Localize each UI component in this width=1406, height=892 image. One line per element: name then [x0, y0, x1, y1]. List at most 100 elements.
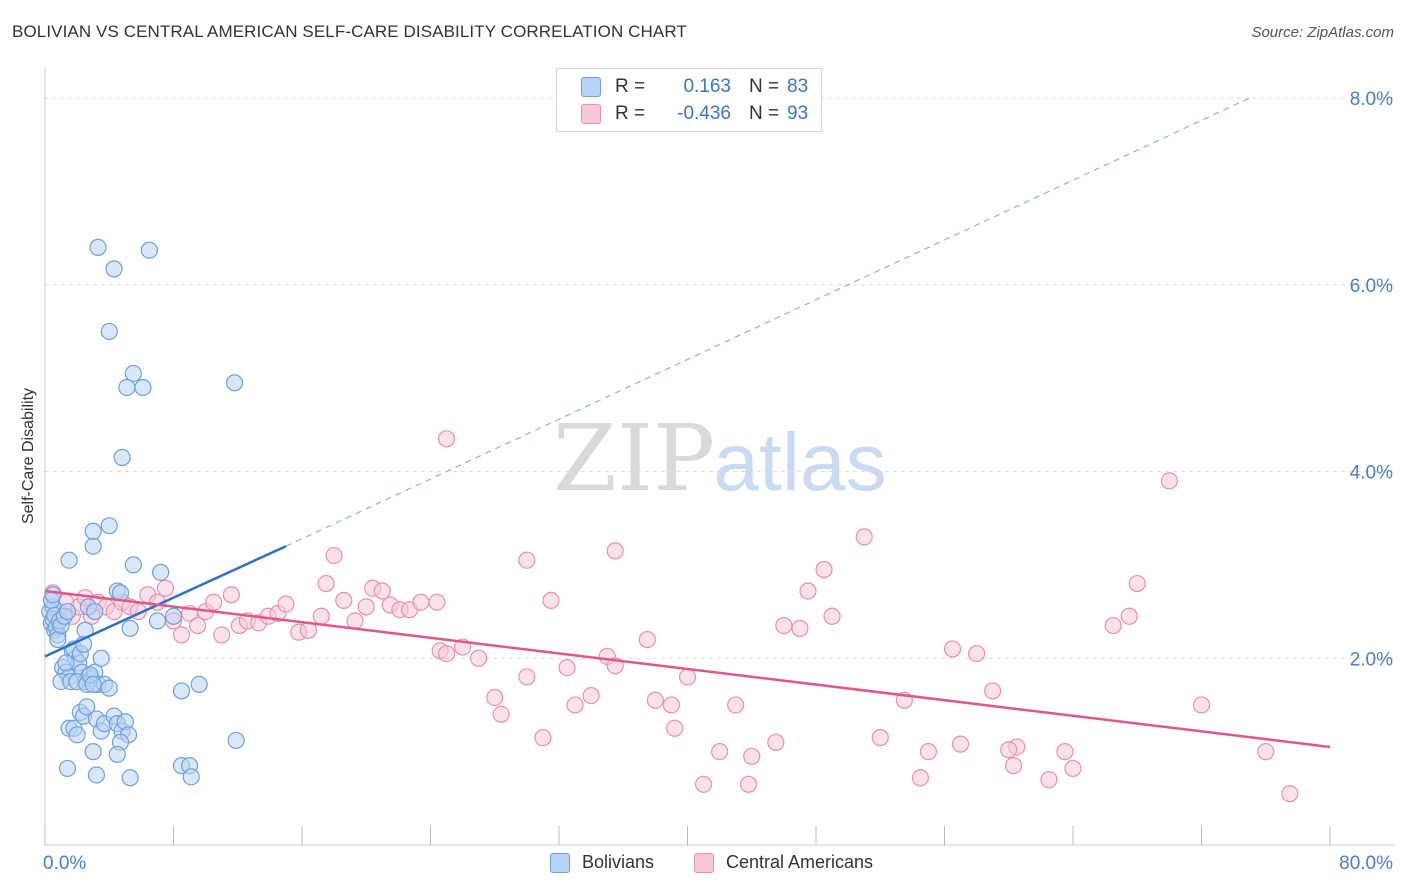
central-american-point [1104, 616, 1122, 635]
central-american-point [486, 688, 504, 707]
bolivian-point [60, 551, 78, 569]
central-american-point [871, 729, 889, 747]
legend-row-bolivians: R = 0.163 N = 83 [581, 75, 808, 99]
central-american-point [638, 630, 656, 649]
bolivian-point [118, 378, 136, 397]
central-american-point [791, 619, 809, 637]
central-american-point [951, 735, 970, 753]
bolivian-point [124, 364, 142, 383]
bolivian-point [84, 522, 102, 540]
central-american-point [743, 747, 761, 765]
central-american-point [919, 743, 938, 761]
central-american-point [542, 591, 560, 609]
source-label: Source: ZipAtlas.com [1251, 24, 1394, 41]
y-tick-label: 4.0% [1350, 463, 1393, 484]
y-tick-label: 2.0% [1350, 649, 1393, 670]
central-american-point [534, 729, 552, 747]
central-american-point [325, 546, 343, 565]
legend-n-value: 83 [787, 76, 809, 97]
trend-lines [44, 97, 1331, 749]
bottom-legend-label: Central Americans [726, 852, 874, 872]
bolivian-point [108, 745, 126, 764]
central-american-point [855, 528, 873, 546]
central-american-point [357, 598, 375, 616]
bolivian-point [225, 374, 244, 392]
central-american-point [799, 582, 817, 600]
bolivian-point [44, 586, 62, 604]
central-american-point [172, 626, 191, 644]
legend-r-label: R = [615, 103, 646, 124]
central-american-point [1000, 741, 1018, 759]
central-american-point [566, 696, 584, 714]
central-american-point [492, 705, 510, 723]
bolivian-point [84, 675, 102, 693]
central-american-point [412, 593, 430, 611]
bolivian-point [58, 602, 77, 621]
bolivian-point [89, 238, 107, 257]
bottom-legend-swatch-blue [550, 852, 570, 873]
central-american-point [646, 691, 664, 709]
central-american-point [1040, 771, 1058, 789]
bolivian-point [121, 619, 139, 637]
central-american-point [312, 607, 330, 625]
central-american-point [666, 719, 684, 737]
bolivian-point [121, 769, 139, 787]
bolivian-point [190, 675, 208, 693]
central-american-point [428, 593, 446, 611]
central-american-point [823, 607, 841, 625]
bolivian-point [100, 679, 118, 697]
bolivians-trend-dashed [285, 97, 1250, 547]
central-american-point [437, 430, 456, 448]
axes [44, 68, 1395, 846]
y-tick-label: 6.0% [1350, 276, 1393, 297]
legend-swatch-blue [581, 77, 601, 97]
legend-n-label: N = [749, 76, 780, 97]
bottom-legend-central-americans: Central Americans [694, 852, 873, 873]
tick-labels: 2.0% 4.0% 6.0% 8.0% 0.0% 80.0% [43, 89, 1393, 874]
bolivian-point [152, 563, 170, 581]
central-american-point [156, 579, 175, 597]
bolivian-point [84, 743, 102, 761]
bolivian-point [57, 654, 75, 672]
central-americans-trend-line [44, 589, 1331, 749]
central-american-point [727, 696, 745, 714]
central-american-point [1056, 743, 1074, 761]
central-american-point [911, 769, 930, 787]
chart-title: BOLIVIAN VS CENTRAL AMERICAN SELF-CARE D… [12, 22, 687, 41]
bolivian-point [84, 537, 102, 555]
central-american-point [739, 775, 758, 793]
central-american-point [222, 586, 240, 604]
bolivian-point [100, 517, 118, 535]
central-american-point [775, 616, 793, 635]
stats-legend: R = 0.163 N = 83 R = -0.436 N = 93 [556, 68, 822, 132]
central-american-point [711, 743, 729, 761]
bolivian-point [92, 649, 110, 667]
central-american-point [1004, 757, 1023, 775]
grid-lines [45, 97, 1395, 659]
central-american-point [346, 612, 364, 630]
bolivian-point [172, 682, 191, 700]
bolivians-points [41, 238, 245, 787]
central-american-point [518, 668, 536, 686]
central-american-point [694, 775, 713, 793]
central-american-point [373, 582, 391, 600]
bottom-legend-swatch-pink [694, 852, 714, 873]
central-american-point [1120, 607, 1138, 625]
bolivian-point [78, 698, 96, 716]
bolivian-point [87, 766, 106, 784]
bolivian-point [105, 260, 123, 278]
bolivian-point [140, 241, 159, 259]
bolivian-point [58, 759, 77, 778]
central-american-point [518, 551, 536, 569]
central-american-point [470, 649, 488, 667]
central-american-point [1160, 472, 1178, 490]
central-american-point [1257, 743, 1275, 761]
bolivian-point [124, 556, 142, 574]
central-american-point [1064, 759, 1082, 778]
bolivian-point [49, 630, 67, 649]
bottom-legend-bolivians: Bolivians [550, 852, 654, 873]
central-american-point [815, 560, 833, 579]
central-american-point [984, 682, 1002, 700]
central-american-point [678, 668, 697, 686]
